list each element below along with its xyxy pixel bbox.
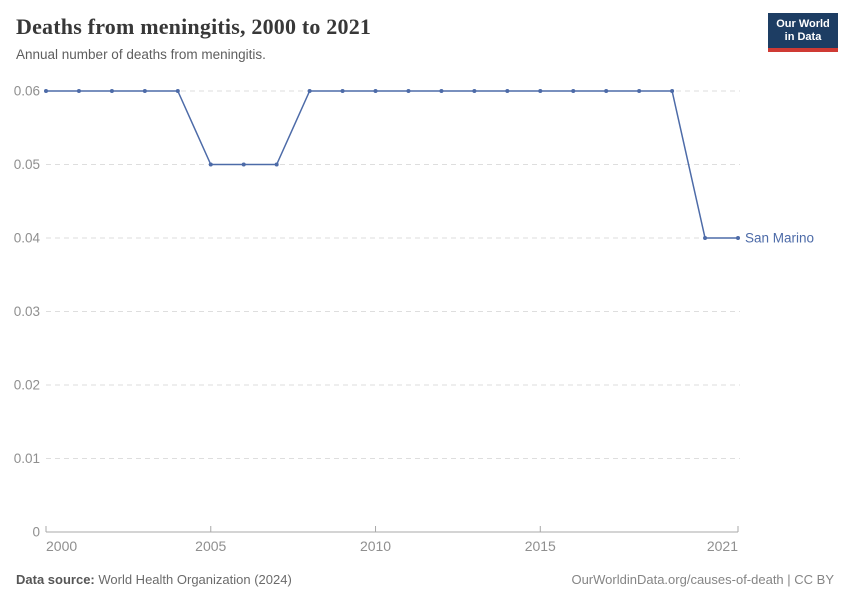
- chart-footer: Data source: World Health Organization (…: [16, 572, 834, 587]
- x-axis-tick-label: 2015: [525, 538, 556, 554]
- y-axis-tick-label: 0.03: [14, 304, 40, 319]
- y-axis-tick-label: 0.05: [14, 157, 40, 172]
- data-point[interactable]: [274, 162, 279, 167]
- owid-logo-line2: in Data: [784, 30, 822, 43]
- data-point[interactable]: [571, 89, 576, 93]
- data-point[interactable]: [307, 89, 312, 93]
- data-point[interactable]: [736, 236, 740, 240]
- data-point[interactable]: [472, 89, 477, 93]
- data-source: Data source: World Health Organization (…: [16, 572, 292, 587]
- data-point[interactable]: [44, 89, 48, 93]
- data-point[interactable]: [703, 236, 708, 240]
- x-axis-tick-label: 2021: [707, 538, 738, 554]
- data-point[interactable]: [373, 89, 378, 93]
- y-axis-tick-label: 0.02: [14, 378, 40, 393]
- page-subtitle: Annual number of deaths from meningitis.: [16, 47, 266, 63]
- data-point[interactable]: [109, 89, 114, 93]
- x-axis-tick-label: 2005: [195, 538, 226, 554]
- credit-link[interactable]: OurWorldinData.org/causes-of-death | CC …: [571, 572, 834, 587]
- data-point[interactable]: [406, 89, 411, 93]
- data-source-value: World Health Organization (2024): [94, 572, 292, 587]
- data-point[interactable]: [637, 89, 642, 93]
- data-point[interactable]: [538, 89, 543, 93]
- x-axis-tick-label: 2000: [46, 538, 77, 554]
- data-point[interactable]: [241, 162, 246, 167]
- data-source-label: Data source:: [16, 572, 95, 587]
- data-point[interactable]: [175, 89, 180, 93]
- data-point[interactable]: [340, 89, 345, 93]
- x-axis-tick-label: 2010: [360, 538, 391, 554]
- line-series[interactable]: [46, 90, 738, 239]
- data-point[interactable]: [76, 89, 81, 93]
- data-point[interactable]: [208, 162, 213, 167]
- data-point[interactable]: [505, 89, 510, 93]
- y-axis-tick-label: 0: [32, 525, 40, 540]
- data-point[interactable]: [604, 89, 609, 93]
- y-axis-tick-label: 0.04: [14, 231, 41, 246]
- data-point[interactable]: [142, 89, 147, 93]
- data-point[interactable]: [439, 89, 444, 93]
- y-axis-tick-label: 0.06: [14, 84, 40, 99]
- page-title: Deaths from meningitis, 2000 to 2021: [16, 14, 372, 39]
- y-axis-tick-label: 0.01: [14, 451, 40, 466]
- chart-header: Deaths from meningitis, 2000 to 2021 Ann…: [16, 14, 750, 62]
- owid-logo-line1: Our World: [776, 17, 830, 30]
- series-entity-label[interactable]: San Marino: [745, 231, 814, 246]
- data-point[interactable]: [670, 89, 675, 93]
- owid-logo: Our World in Data: [768, 13, 838, 52]
